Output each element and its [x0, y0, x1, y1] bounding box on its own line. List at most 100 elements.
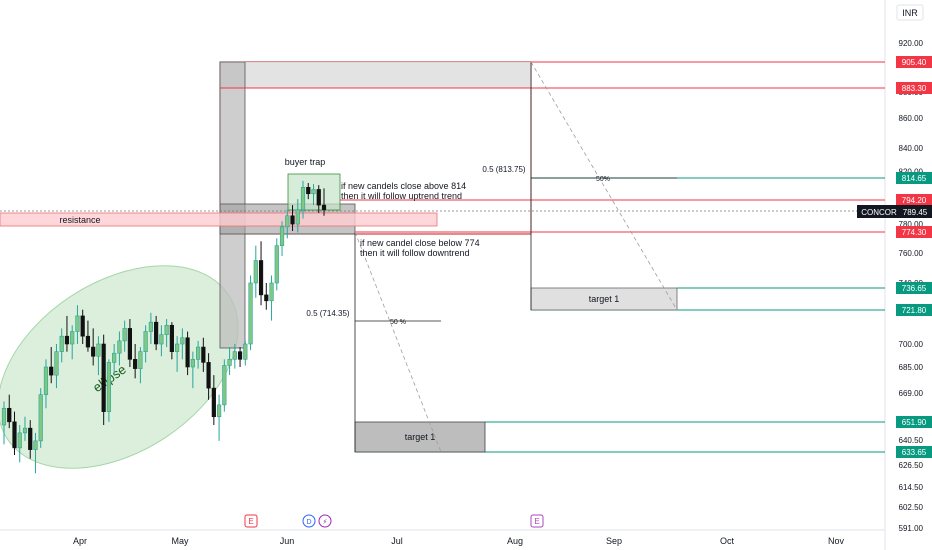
price-tick-label: 602.50 — [899, 503, 924, 512]
upper-band-fill — [220, 62, 531, 88]
price-tag-bg — [896, 304, 932, 316]
candle-body — [300, 187, 306, 211]
uptrend-note-line2: then it will follow uptrend trend — [341, 191, 462, 201]
candle-body — [12, 421, 17, 449]
price-tag-label: 883.30 — [902, 84, 927, 93]
x-tick-apr: Apr — [73, 536, 87, 546]
price-tag-bg — [896, 172, 932, 184]
candle-body — [7, 407, 12, 423]
candle-body — [269, 282, 274, 302]
target-lower-box[interactable] — [354, 421, 486, 453]
candle-body — [264, 294, 269, 302]
ticker-tag-bg — [857, 205, 901, 218]
price-tag-label: 814.65 — [902, 174, 927, 183]
x-tick-jul: Jul — [391, 536, 403, 546]
candle-body — [28, 427, 33, 450]
earnings-badge[interactable] — [244, 514, 258, 528]
candle-body — [80, 315, 85, 337]
candle-body — [232, 351, 237, 360]
price-tag-label: 736.65 — [902, 284, 927, 293]
candle-body — [143, 331, 148, 352]
candle-body — [237, 351, 243, 360]
candle-body — [49, 366, 54, 376]
price-tick-label: 860.00 — [899, 114, 924, 123]
downtrend-note-line1: if new candel close below 774 — [360, 238, 480, 248]
ticker-symbol: CONCOR — [861, 208, 897, 217]
split-badge[interactable] — [318, 514, 332, 528]
time-axis[interactable]: Apr May Jun Jul Aug Sep Oct Nov — [73, 536, 845, 546]
resistance-label: resistance — [59, 215, 100, 225]
candle-body — [190, 359, 195, 368]
target-upper-label: target 1 — [589, 294, 620, 304]
x-tick-aug: Aug — [507, 536, 523, 546]
candle-body — [91, 346, 96, 357]
x-tick-nov: Nov — [828, 536, 845, 546]
price-tick-label: 591.00 — [899, 524, 924, 533]
candle-body — [169, 324, 174, 352]
candle-body — [211, 387, 216, 418]
candle-body — [227, 359, 232, 366]
candle-body — [96, 343, 101, 357]
price-tag-label: 794.20 — [902, 196, 927, 205]
price-tag-bg — [896, 56, 932, 68]
price-tick-label: 920.00 — [899, 39, 924, 48]
currency-box[interactable] — [896, 4, 924, 21]
price-tick-label: 640.50 — [899, 436, 924, 445]
earnings-upcoming-badge[interactable] — [530, 514, 544, 528]
split-badge-letter: ⚡ — [323, 518, 328, 526]
candle-body — [216, 404, 222, 418]
candle-body — [248, 282, 253, 345]
price-tick-label: 760.00 — [899, 249, 924, 258]
candle-body — [22, 427, 28, 434]
projection-lower-dashed — [354, 231, 442, 453]
candle-body — [185, 337, 190, 368]
event-badges[interactable]: E D ⚡ E — [244, 514, 544, 528]
candle-body — [285, 215, 290, 228]
price-tag-label: 905.40 — [902, 58, 927, 67]
price-tick-label: 700.00 — [899, 340, 924, 349]
candle-body — [54, 351, 59, 376]
candle-body — [159, 334, 164, 345]
candle-body — [201, 346, 206, 363]
price-tag-label: 651.90 — [902, 418, 927, 427]
price-tag-bg — [896, 82, 932, 94]
candle-body — [154, 321, 159, 345]
candle-body — [138, 351, 143, 369]
candle-body — [17, 432, 22, 449]
x-tick-sep: Sep — [606, 536, 622, 546]
candle-body — [64, 335, 70, 345]
price-tick-label: 840.00 — [899, 144, 924, 153]
candle-body — [59, 335, 64, 352]
price-tag-bg — [896, 194, 932, 206]
pct-lower-label: 50 % — [390, 319, 406, 326]
candle-body — [306, 187, 311, 195]
resistance-band[interactable] — [0, 212, 438, 227]
x-tick-jun: Jun — [280, 536, 295, 546]
candle-body — [274, 245, 279, 284]
candles[interactable] — [1, 180, 327, 474]
fib-upper-label: 0.5 (813.75) — [482, 165, 525, 174]
candle-body — [70, 331, 75, 345]
candle-body — [206, 362, 211, 389]
candle-body — [106, 362, 112, 412]
candle-body — [253, 260, 258, 284]
projection-upper-dashed — [530, 61, 678, 311]
price-tag-bg — [896, 416, 932, 428]
candle-body — [122, 328, 127, 342]
currency-label: INR — [902, 8, 918, 18]
price-tag-bg — [896, 282, 932, 294]
candle-body — [1, 407, 7, 426]
x-tick-oct: Oct — [720, 536, 735, 546]
pct-upper-label: 50% — [596, 176, 610, 183]
uptrend-note-line1: if new candels close above 814 — [341, 181, 466, 191]
candle-body — [222, 365, 227, 406]
fib-lower-label: 0.5 (714.35) — [306, 309, 349, 318]
candle-body — [117, 340, 122, 354]
downtrend-note-line2: then it will follow downtrend — [360, 248, 470, 258]
candle-body — [133, 359, 138, 369]
candle-body — [148, 321, 153, 332]
dividend-badge[interactable] — [302, 514, 316, 528]
candle-body — [243, 343, 248, 360]
candle-body — [175, 343, 180, 352]
